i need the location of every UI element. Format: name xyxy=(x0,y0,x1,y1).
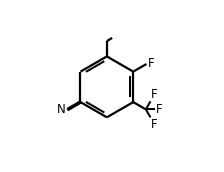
Text: F: F xyxy=(151,88,158,101)
Text: F: F xyxy=(156,103,163,116)
Text: N: N xyxy=(57,103,66,116)
Text: F: F xyxy=(148,57,155,70)
Text: F: F xyxy=(151,118,158,131)
